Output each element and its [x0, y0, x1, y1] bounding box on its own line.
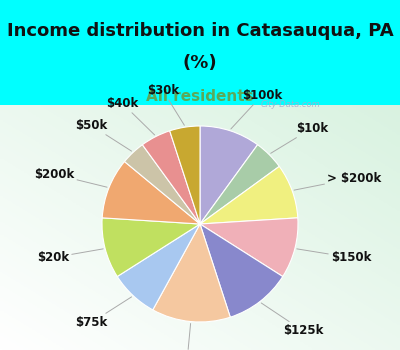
Text: $75k: $75k [75, 297, 132, 329]
Wedge shape [200, 145, 279, 224]
Text: $150k: $150k [297, 249, 371, 264]
Text: > $200k: > $200k [294, 172, 382, 190]
Text: $100k: $100k [231, 89, 282, 129]
Text: $125k: $125k [261, 303, 323, 337]
Wedge shape [124, 145, 200, 224]
Text: $30k: $30k [147, 84, 184, 125]
Text: All residents: All residents [146, 89, 254, 104]
Text: $60k: $60k [171, 323, 203, 350]
Text: $20k: $20k [37, 249, 103, 264]
Wedge shape [170, 126, 200, 224]
Wedge shape [102, 218, 200, 276]
Wedge shape [117, 224, 200, 310]
Text: $40k: $40k [106, 97, 155, 135]
Text: $200k: $200k [34, 168, 107, 187]
Wedge shape [153, 224, 230, 322]
Wedge shape [200, 224, 283, 317]
Text: $50k: $50k [75, 119, 132, 151]
Wedge shape [200, 126, 258, 224]
Text: (%): (%) [183, 54, 217, 72]
Wedge shape [142, 131, 200, 224]
Wedge shape [200, 218, 298, 276]
Wedge shape [200, 166, 298, 224]
Text: $10k: $10k [271, 122, 328, 153]
Wedge shape [102, 162, 200, 224]
Text: City-Data.com: City-Data.com [261, 100, 320, 109]
Text: Income distribution in Catasauqua, PA: Income distribution in Catasauqua, PA [7, 22, 393, 40]
